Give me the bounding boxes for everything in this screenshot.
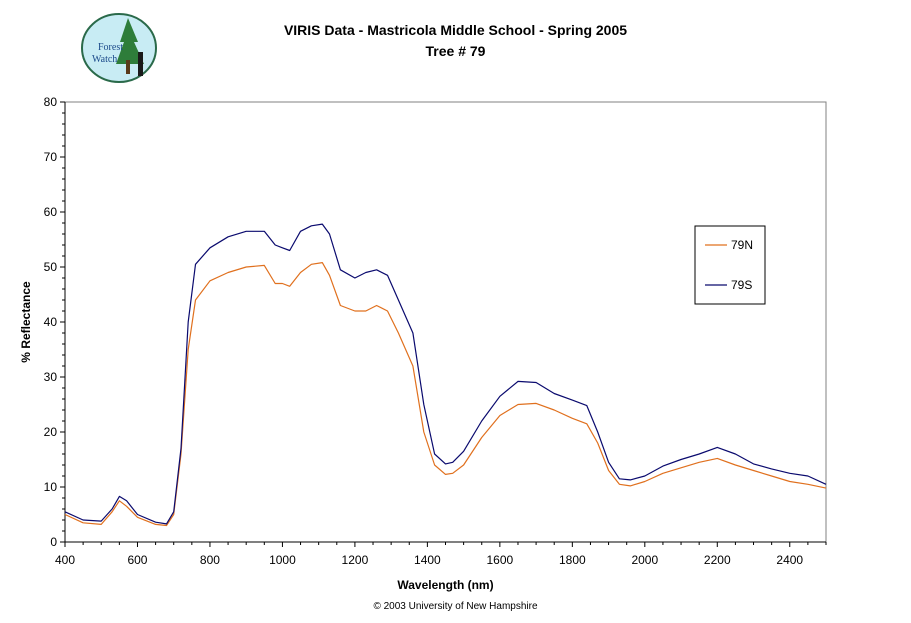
y-tick-label: 0 bbox=[50, 535, 57, 549]
x-tick-label: 1600 bbox=[487, 553, 514, 567]
y-tick-label: 30 bbox=[44, 370, 58, 384]
chart-subtitle: Tree # 79 bbox=[425, 43, 486, 59]
y-tick-label: 10 bbox=[44, 480, 58, 494]
y-axis-label: % Reflectance bbox=[19, 281, 33, 363]
axes: 0 10 20 30 40 50 60 70 80 400 600 800 1000 1200 1400 16… bbox=[19, 95, 827, 592]
y-tick-label: 50 bbox=[44, 260, 58, 274]
plot-area bbox=[64, 223, 827, 527]
chart-title: VIRIS Data - Mastricola Middle School - … bbox=[283, 22, 628, 38]
x-tick-label: 600 bbox=[127, 553, 147, 567]
logo-text-line2: Watch bbox=[92, 54, 117, 65]
y-tick-label: 70 bbox=[44, 150, 58, 164]
copyright-footer: © 2003 University of New Hampshire bbox=[373, 601, 538, 612]
series-line-79S bbox=[64, 223, 827, 525]
x-tick-label: 800 bbox=[200, 553, 220, 567]
x-axis-label: Wavelength (nm) bbox=[397, 578, 493, 592]
legend: 79N 79S bbox=[694, 225, 766, 305]
forest-watch-logo: Forest Watch bbox=[81, 13, 157, 83]
legend-box bbox=[694, 225, 766, 305]
legend-label-79N: 79N bbox=[731, 238, 753, 252]
logo-text-line1: Forest bbox=[98, 42, 123, 53]
x-tick-label: 400 bbox=[55, 553, 75, 567]
y-tick-label: 80 bbox=[44, 95, 58, 109]
x-tick-label: 1400 bbox=[414, 553, 441, 567]
x-tick-label: 2200 bbox=[704, 553, 731, 567]
x-tick-label: 1200 bbox=[342, 553, 369, 567]
x-tick-label: 2000 bbox=[631, 553, 658, 567]
y-tick-label: 20 bbox=[44, 425, 58, 439]
legend-label-79S: 79S bbox=[731, 278, 752, 292]
x-tick-label: 1800 bbox=[559, 553, 586, 567]
plot-frame bbox=[64, 101, 827, 543]
x-tick-label: 2400 bbox=[776, 553, 803, 567]
y-tick-label: 60 bbox=[44, 205, 58, 219]
x-tick-label: 1000 bbox=[269, 553, 296, 567]
y-tick-label: 40 bbox=[44, 315, 58, 329]
